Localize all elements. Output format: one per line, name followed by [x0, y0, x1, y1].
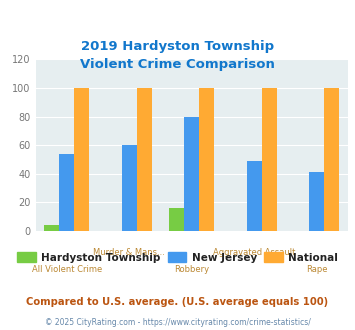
Text: Aggravated Assault: Aggravated Assault — [213, 248, 295, 257]
Text: All Violent Crime: All Violent Crime — [32, 265, 102, 274]
Text: © 2025 CityRating.com - https://www.cityrating.com/crime-statistics/: © 2025 CityRating.com - https://www.city… — [45, 318, 310, 327]
Legend: Hardyston Township, New Jersey, National: Hardyston Township, New Jersey, National — [13, 248, 342, 267]
Bar — [122, 145, 137, 231]
Bar — [247, 161, 262, 231]
Text: Rape: Rape — [306, 265, 327, 274]
Bar — [262, 88, 277, 231]
Bar — [309, 172, 324, 231]
Bar — [74, 88, 89, 231]
Bar — [324, 88, 339, 231]
Bar — [59, 154, 74, 231]
Bar — [44, 225, 59, 231]
Text: 2019 Hardyston Township
Violent Crime Comparison: 2019 Hardyston Township Violent Crime Co… — [80, 40, 275, 71]
Bar — [137, 88, 152, 231]
Text: Compared to U.S. average. (U.S. average equals 100): Compared to U.S. average. (U.S. average … — [26, 297, 329, 307]
Text: Robbery: Robbery — [174, 265, 209, 274]
Bar — [184, 116, 199, 231]
Bar — [169, 208, 184, 231]
Bar — [199, 88, 214, 231]
Text: Murder & Mans...: Murder & Mans... — [93, 248, 165, 257]
